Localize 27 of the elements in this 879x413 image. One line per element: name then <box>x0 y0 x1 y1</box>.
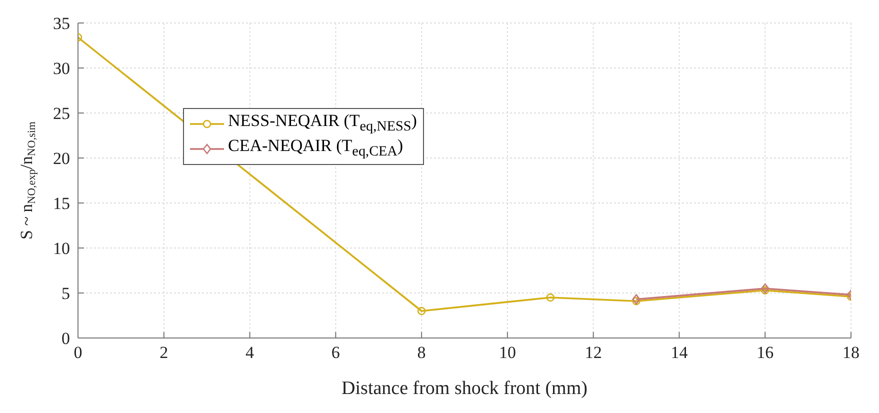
y-tick-label: 20 <box>53 149 70 168</box>
x-tick-label: 12 <box>584 343 602 362</box>
y-tick-label: 15 <box>53 194 70 214</box>
x-axis-title: Distance from shock front (mm) <box>342 378 588 399</box>
y-tick-label: 0 <box>62 329 70 348</box>
point <box>546 293 555 302</box>
point <box>632 296 640 306</box>
x-tick-label: 10 <box>498 343 516 362</box>
point <box>760 283 770 294</box>
x-tick-label: 18 <box>842 343 860 362</box>
x-tick-label: 4 <box>246 343 255 362</box>
y-tick-label: 5 <box>62 284 70 304</box>
x-tick-label: 2 <box>160 343 168 362</box>
legend-label: CEA-NEQAIR (T$_{eq,CEA}$) <box>228 136 404 162</box>
point <box>417 306 426 316</box>
point <box>632 294 640 304</box>
x-tick-label: 14 <box>670 343 688 362</box>
y-tick-label: 30 <box>53 59 70 78</box>
y-tick-label: 25 <box>53 104 70 124</box>
legend-label: NESS-NEQAIR (T$_{eq,NESS}$) <box>228 111 417 136</box>
x-tick-label: 8 <box>417 343 426 362</box>
x-tick-label: 0 <box>74 343 82 362</box>
y-tick-label: 35 <box>53 14 70 34</box>
point <box>760 286 770 294</box>
x-tick-label: 6 <box>331 343 340 362</box>
y-tick-label: 10 <box>53 239 70 258</box>
x-tick-label: 16 <box>756 343 774 362</box>
